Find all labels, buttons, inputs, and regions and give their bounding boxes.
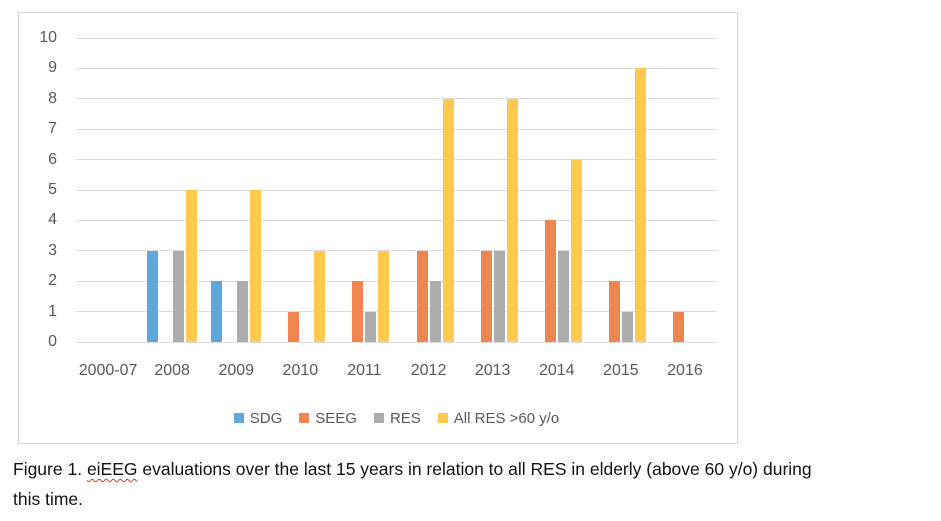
- bar-2011-all-res-60-y-o: [378, 250, 390, 342]
- bar-2016-seeg: [672, 311, 684, 342]
- bar-2009-sdg: [211, 281, 223, 342]
- x-axis-tick-label: 2011: [347, 362, 382, 379]
- chart-legend: SDG SEEG RES All RES >60 y/o: [76, 407, 717, 429]
- bar-2014-all-res-60-y-o: [570, 159, 582, 342]
- x-axis-tick-label: 2014: [538, 362, 575, 379]
- figure-caption: Figure 1. eiEEG evaluations over the las…: [13, 454, 938, 514]
- caption-line-1: Figure 1. eiEEG evaluations over the las…: [13, 454, 938, 484]
- legend-item-res: RES: [373, 409, 421, 427]
- x-axis-tick-label: 2016: [667, 362, 703, 379]
- bar-2015-all-res-60-y-o: [634, 68, 646, 342]
- y-axis-tick-label: 4: [48, 211, 57, 229]
- y-axis-tick-label: 1: [48, 302, 57, 320]
- x-axis-tick-label: 2000-07: [78, 362, 138, 379]
- bar-2008-all-res-60-y-o: [186, 190, 198, 342]
- x-axis-tick-label: 2012: [410, 362, 447, 379]
- gridline-y-4: [76, 219, 717, 221]
- bar-2014-res: [557, 250, 569, 342]
- x-axis-tick-label: 2015: [603, 362, 639, 379]
- y-axis-tick-label: 6: [48, 150, 57, 168]
- legend-label: RES: [389, 409, 421, 427]
- y-axis-tick-label: 5: [48, 181, 57, 198]
- bar-2013-res: [493, 250, 505, 342]
- gridline-y-0: [76, 341, 717, 343]
- y-axis-tick-label: 8: [48, 89, 57, 107]
- bar-2012-res: [429, 281, 441, 342]
- y-axis-tick-label: 10: [39, 29, 57, 46]
- gridline-y-5: [76, 189, 717, 191]
- legend-swatch-icon: [233, 413, 244, 423]
- bar-2008-sdg: [147, 250, 159, 342]
- bar-chart: 0 1 2 3 4 5 6 7 8 9 10 2000-07 2008 2009 2010 2011 2012 2…: [18, 12, 738, 444]
- x-axis-tick-label: 2009: [218, 362, 255, 379]
- y-axis-tick-label: 9: [48, 59, 57, 77]
- bar-2014-seeg: [544, 220, 556, 342]
- bar-2011-seeg: [352, 281, 364, 342]
- bar-2012-all-res-60-y-o: [442, 98, 454, 342]
- gridline-y-6: [76, 159, 717, 161]
- x-axis-tick-label: 2008: [154, 362, 190, 379]
- bar-2008-res: [173, 250, 185, 342]
- legend-item-seeg: SEEG: [299, 410, 357, 427]
- legend-label: SEEG: [315, 409, 357, 427]
- gridline-y-8: [76, 98, 717, 100]
- y-axis-tick-label: 2: [48, 272, 57, 290]
- legend-label: SDG: [249, 409, 283, 427]
- x-axis-tick-label: 2010: [282, 362, 319, 379]
- caption-prefix: Figure 1.: [13, 459, 87, 479]
- bar-2015-res: [621, 311, 633, 342]
- legend-label: All RES >60 y/o: [453, 409, 560, 427]
- bar-2015-seeg: [608, 281, 620, 342]
- y-axis-tick-label: 0: [48, 333, 57, 350]
- gridline-y-10: [76, 37, 717, 39]
- gridline-y-7: [76, 128, 717, 130]
- legend-item-sdg: SDG: [233, 409, 283, 427]
- legend-swatch-icon: [373, 413, 384, 423]
- bar-2013-seeg: [480, 250, 492, 342]
- gridline-y-9: [76, 67, 717, 69]
- bar-2009-all-res-60-y-o: [250, 190, 262, 342]
- y-axis-tick-label: 7: [48, 120, 57, 138]
- x-axis-tick-label: 2013: [474, 362, 511, 379]
- legend-item-all-res-60-y-o: All RES >60 y/o: [437, 409, 560, 427]
- legend-swatch-icon: [299, 413, 310, 423]
- bar-2011-res: [365, 311, 377, 342]
- bar-2012-seeg: [416, 250, 428, 342]
- bar-2010-seeg: [288, 311, 300, 342]
- caption-text: evaluations over the last 15 years in re…: [137, 459, 812, 479]
- gridline-y-2: [76, 280, 717, 282]
- bar-2010-all-res-60-y-o: [314, 250, 326, 342]
- gridline-y-1: [76, 311, 717, 313]
- legend-swatch-icon: [437, 413, 448, 423]
- gridline-y-3: [76, 250, 717, 252]
- y-axis-tick-label: 3: [48, 241, 57, 259]
- bar-2009-res: [237, 281, 249, 342]
- bar-2013-all-res-60-y-o: [506, 98, 518, 342]
- caption-line-2: this time.: [13, 489, 84, 509]
- caption-misspelled-word: eiEEG: [86, 459, 138, 479]
